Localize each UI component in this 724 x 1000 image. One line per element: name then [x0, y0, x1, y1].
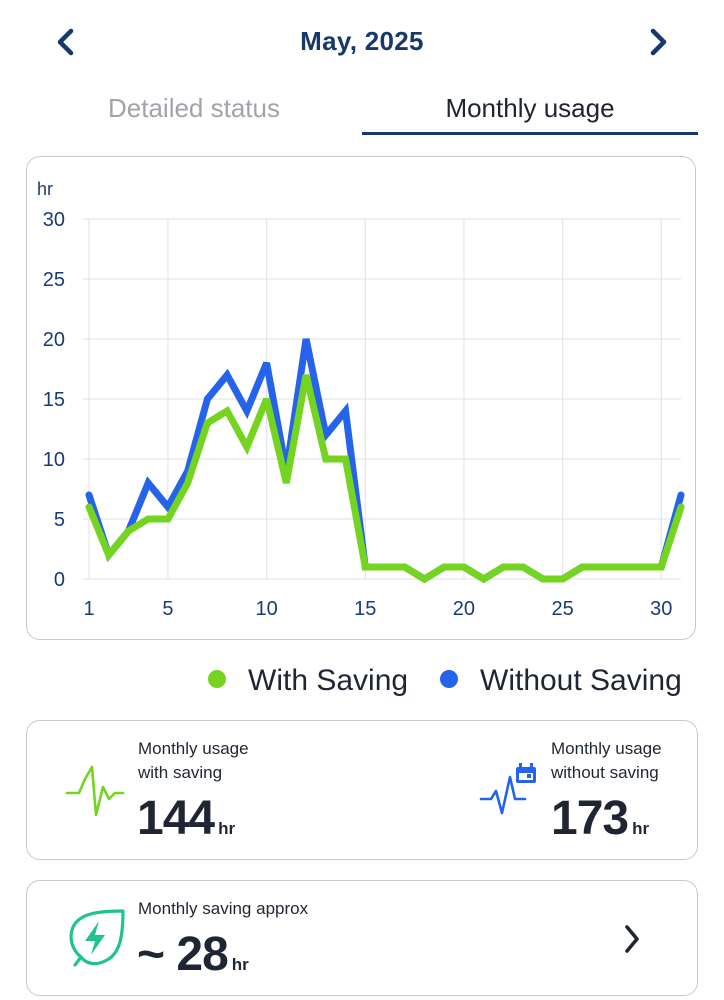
month-title: May, 2025	[300, 26, 424, 56]
tab-detailed-status[interactable]: Detailed status	[108, 93, 280, 123]
y-tick-label: 25	[43, 269, 65, 291]
chevron-left-icon	[57, 28, 74, 56]
previous-month-button[interactable]	[46, 22, 86, 62]
legend-label-with-saving: With Saving	[248, 664, 409, 697]
x-tick-label: 30	[650, 598, 672, 620]
x-tick-label: 15	[354, 598, 376, 620]
chevron-right-icon[interactable]	[617, 921, 647, 957]
tab-bar: Detailed status Monthly usage	[26, 88, 700, 136]
saving-value: ~ 28 hr	[137, 928, 249, 981]
monthly-saving-card[interactable]: Monthly saving approx ~ 28 hr	[26, 880, 698, 996]
x-tick-label: 1	[83, 598, 94, 620]
without-saving-label: Monthly usage without saving	[551, 739, 662, 782]
legend-item-without-saving: Without Saving	[440, 664, 682, 698]
x-tick-label: 20	[453, 598, 475, 620]
tab-monthly-usage[interactable]: Monthly usage	[362, 88, 698, 135]
y-tick-label: 15	[43, 389, 65, 411]
y-tick-label: 5	[54, 509, 65, 531]
legend-dot-without-saving	[440, 670, 458, 689]
legend-item-with-saving: With Saving	[208, 664, 408, 698]
legend-label-without-saving: Without Saving	[480, 664, 682, 697]
pulse-calendar-icon	[479, 763, 536, 815]
without-saving-value: 173 hr	[551, 792, 650, 845]
series-line-with-saving	[85, 374, 685, 584]
legend-dot-with-saving	[208, 670, 226, 689]
y-tick-label: 20	[43, 329, 65, 351]
x-tick-label: 5	[162, 598, 173, 620]
with-saving-value: 144 hr	[137, 792, 236, 845]
y-tick-label: 0	[54, 569, 65, 591]
month-header: May, 2025	[0, 0, 724, 90]
x-tick-label: 25	[551, 598, 573, 620]
y-axis-unit-label: hr	[37, 179, 53, 199]
saving-label: Monthly saving approx	[138, 899, 309, 918]
activity-pulse-icon	[65, 765, 125, 817]
x-tick-label: 10	[255, 598, 277, 620]
next-month-button[interactable]	[638, 22, 678, 62]
chart-legend: With Saving Without Saving	[208, 664, 708, 700]
y-tick-label: 30	[43, 209, 65, 231]
with-saving-label: Monthly usage with saving	[138, 739, 249, 782]
leaf-lightning-icon	[69, 909, 125, 967]
usage-chart-card: 0 5 10 15 20 25 30 1 5 10 15 20 25 30 hr	[26, 156, 696, 640]
y-tick-label: 10	[43, 449, 65, 471]
usage-summary-card: Monthly usage with saving 144 hr Monthly …	[26, 720, 698, 860]
chevron-right-icon	[650, 28, 667, 56]
